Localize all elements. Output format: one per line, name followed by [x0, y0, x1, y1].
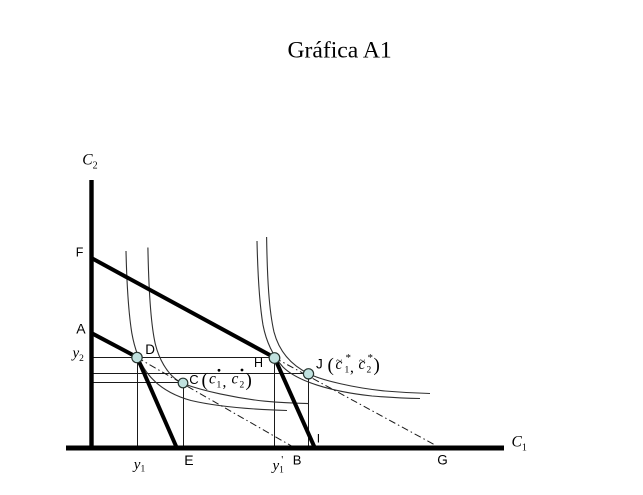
svg-text:y2: y2: [71, 346, 85, 365]
svg-text:(: (: [202, 370, 208, 391]
svg-text:G: G: [437, 453, 448, 468]
svg-text:2: 2: [367, 366, 372, 376]
svg-text:c: c: [209, 371, 216, 388]
svg-text:1: 1: [345, 366, 350, 376]
svg-text:c: c: [232, 371, 239, 388]
svg-text:): ): [374, 355, 380, 376]
svg-text:): ): [246, 370, 252, 391]
svg-text:y1: y1: [132, 457, 146, 475]
svg-text:D: D: [145, 342, 155, 357]
svg-text:E: E: [184, 452, 193, 468]
svg-text:C2: C2: [82, 152, 97, 172]
svg-text:1: 1: [217, 381, 222, 391]
svg-text:,: ,: [350, 359, 354, 376]
svg-text:H: H: [254, 356, 263, 370]
svg-text:~: ~: [359, 355, 365, 367]
svg-text:(: (: [328, 355, 334, 376]
svg-text:': ': [281, 454, 283, 466]
svg-text:c: c: [359, 356, 366, 373]
svg-text:I: I: [317, 431, 320, 445]
svg-text:,: ,: [223, 374, 227, 391]
svg-text:*: *: [346, 352, 352, 364]
svg-text:C: C: [189, 372, 198, 387]
svg-text:2: 2: [240, 381, 245, 391]
svg-text:c: c: [336, 356, 343, 373]
svg-text:C1: C1: [512, 433, 527, 453]
svg-text:~: ~: [336, 355, 342, 367]
svg-text:B: B: [293, 452, 302, 467]
svg-text:F: F: [76, 246, 84, 260]
svg-text:*: *: [368, 352, 374, 364]
svg-text:A: A: [76, 321, 86, 337]
svg-text:Gráfica A1: Gráfica A1: [288, 38, 392, 64]
svg-text:J: J: [316, 356, 323, 371]
